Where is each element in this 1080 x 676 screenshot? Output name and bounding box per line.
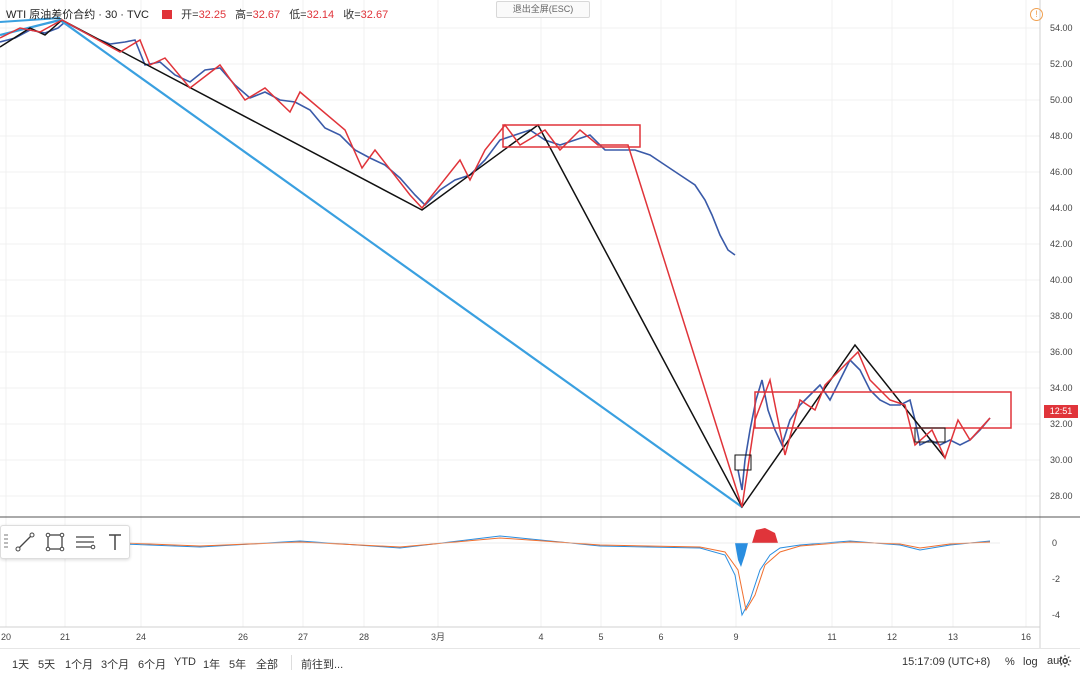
consolidation-box-1 — [502, 124, 641, 148]
last-price-tag: 12:51 — [1044, 405, 1078, 418]
flag-icon[interactable] — [162, 10, 173, 19]
time-tick-label: 24 — [136, 632, 146, 642]
price-tick-label: 30.00 — [1050, 455, 1073, 465]
price-tick-label: 40.00 — [1050, 275, 1073, 285]
low-label: 低= — [289, 9, 307, 21]
time-tick-label: 16 — [1021, 632, 1031, 642]
time-tick-label: 27 — [298, 632, 308, 642]
macd-line — [0, 535, 991, 617]
log-toggle[interactable]: log — [1023, 656, 1038, 668]
range-1m-button[interactable]: 1个月 — [65, 659, 94, 671]
price-tick-label: 50.00 — [1050, 95, 1073, 105]
price-tick-label: 44.00 — [1050, 203, 1073, 213]
rectangle-icon[interactable] — [43, 530, 67, 554]
exit-fullscreen-button[interactable]: 退出全屏(ESC) — [496, 1, 590, 18]
signal-line — [0, 537, 991, 612]
range-5d-button[interactable]: 5天 — [38, 659, 56, 671]
drawing-toolbar — [0, 525, 130, 559]
percent-toggle[interactable]: % — [1005, 656, 1015, 668]
divider — [291, 655, 292, 670]
price-tick-label: 36.00 — [1050, 347, 1073, 357]
goto-button[interactable]: 前往到... — [301, 659, 344, 671]
time-tick-label: 4 — [538, 632, 543, 642]
macd-hist-down — [735, 543, 748, 567]
consolidation-box-2 — [754, 391, 1012, 429]
trend-line-icon[interactable] — [13, 530, 37, 554]
time-tick-label: 12 — [887, 632, 897, 642]
high-value: 32.67 — [252, 9, 281, 21]
price-tick-label: 46.00 — [1050, 167, 1073, 177]
open-label: 开= — [181, 9, 199, 21]
range-6m-button[interactable]: 6个月 — [138, 659, 167, 671]
range-all-button[interactable]: 全部 — [256, 659, 278, 671]
time-tick-label: 26 — [238, 632, 248, 642]
range-1d-button[interactable]: 1天 — [12, 659, 30, 671]
macd-hist-up — [752, 528, 778, 543]
price-tick-label: 54.00 — [1050, 23, 1073, 33]
chart-legend: WTI 原油差价合约 · 30 · TVC 开=32.25 高=32.67 低=… — [6, 6, 388, 22]
price-tick-label: 42.00 — [1050, 239, 1073, 249]
price-tick-label: 32.00 — [1050, 419, 1073, 429]
symbol-title: WTI 原油差价合约 · 30 · TVC — [6, 9, 149, 21]
range-5y-button[interactable]: 5年 — [229, 659, 247, 671]
high-label: 高= — [235, 9, 253, 21]
price-tick-label: 38.00 — [1050, 311, 1073, 321]
price-series — [0, 21, 736, 256]
time-tick-label: 13 — [948, 632, 958, 642]
price-series-2 — [737, 358, 991, 491]
time-tick-label: 5 — [598, 632, 603, 642]
zigzag-red — [0, 19, 991, 508]
bottom-toolbar: 1天 5天 1个月 3个月 6个月 YTD 1年 5年 全部 前往到... 15… — [0, 648, 1080, 676]
close-value: 32.67 — [360, 9, 389, 21]
low-value: 32.14 — [306, 9, 335, 21]
indicator-tick-label: -4 — [1052, 610, 1060, 620]
time-tick-label: 11 — [827, 632, 836, 642]
drag-handle[interactable] — [4, 534, 8, 550]
time-tick-label: 3月 — [431, 632, 445, 642]
small-box-2 — [914, 427, 946, 443]
price-tick-label: 28.00 — [1050, 491, 1073, 501]
gear-icon[interactable] — [1058, 654, 1072, 668]
chart-canvas[interactable]: 54.00 52.00 50.00 48.00 46.00 44.00 42.00 40.00… — [0, 0, 1080, 648]
warning-icon[interactable]: ! — [1030, 8, 1043, 21]
time-tick-label: 21 — [60, 632, 70, 642]
trend-line-blue-top — [0, 17, 61, 23]
clock-readout: 15:17:09 (UTC+8) — [902, 656, 991, 668]
range-3m-button[interactable]: 3个月 — [101, 659, 130, 671]
zigzag-black — [0, 19, 946, 509]
indicator-tick-label: -2 — [1052, 574, 1060, 584]
open-value: 32.25 — [198, 9, 227, 21]
auto-toggle[interactable]: auto — [1047, 655, 1069, 667]
time-tick-label: 20 — [1, 632, 11, 642]
trend-line-blue — [0, 18, 743, 508]
price-tick-label: 52.00 — [1050, 59, 1073, 69]
time-tick-label: 28 — [359, 632, 369, 642]
time-tick-label: 6 — [658, 632, 663, 642]
range-ytd-button[interactable]: YTD — [174, 656, 196, 668]
close-label: 收= — [343, 9, 361, 21]
indicator-tick-label: 0 — [1052, 538, 1057, 548]
small-box-1 — [734, 454, 752, 471]
fib-icon[interactable] — [73, 530, 97, 554]
price-tick-label: 48.00 — [1050, 131, 1073, 141]
time-tick-label: 9 — [733, 632, 738, 642]
text-icon[interactable] — [103, 530, 127, 554]
price-tick-label: 34.00 — [1050, 383, 1073, 393]
range-1y-button[interactable]: 1年 — [203, 659, 221, 671]
